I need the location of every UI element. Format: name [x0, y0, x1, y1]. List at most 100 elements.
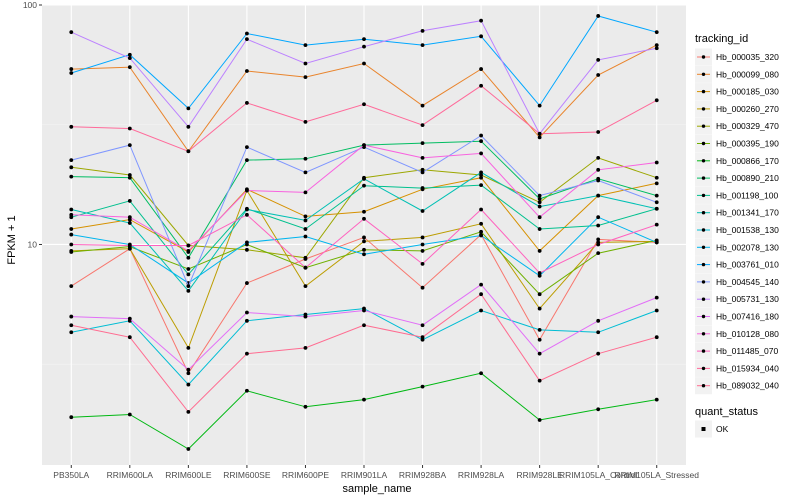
data-point	[303, 284, 308, 289]
data-point	[362, 183, 366, 188]
data-point	[420, 335, 425, 340]
legend-label: Hb_015934_040	[716, 363, 779, 373]
data-point	[596, 73, 601, 77]
data-point	[127, 56, 132, 61]
data-point	[479, 173, 483, 177]
data-point	[69, 71, 74, 75]
x-tick-label: PB350LA	[53, 470, 89, 480]
legend-key-point	[701, 55, 706, 59]
data-point	[479, 229, 483, 234]
data-point	[596, 330, 601, 335]
data-point	[479, 151, 483, 156]
data-point	[596, 407, 601, 412]
data-point	[596, 57, 601, 62]
series-group	[69, 207, 659, 275]
data-point	[303, 218, 308, 223]
data-point	[479, 292, 483, 297]
data-point	[69, 232, 74, 237]
data-point	[537, 378, 542, 383]
data-point	[186, 288, 191, 293]
x-tick-label: RRIM600LA	[107, 470, 154, 480]
data-point	[186, 249, 191, 253]
data-point	[127, 335, 132, 340]
data-point	[69, 158, 74, 163]
data-point	[479, 308, 483, 313]
legend-key-point	[701, 262, 706, 267]
data-point	[537, 215, 542, 220]
data-point	[479, 34, 483, 39]
data-point	[127, 412, 132, 417]
data-point	[362, 61, 366, 66]
data-point	[420, 285, 425, 290]
data-point	[303, 255, 308, 260]
data-point	[479, 207, 483, 212]
data-point	[127, 52, 132, 57]
data-point	[362, 143, 366, 148]
legend-key-point	[701, 72, 706, 77]
series-group	[69, 371, 659, 451]
data-point	[654, 206, 659, 211]
legend-key-point	[701, 228, 706, 232]
x-tick-label: RRIM928LA	[458, 470, 505, 480]
data-point	[479, 67, 483, 71]
data-point	[303, 314, 308, 319]
legend-label: Hb_005731_130	[716, 294, 779, 304]
data-point	[127, 65, 132, 70]
shape-legend-key-point	[701, 427, 706, 431]
y-tick-label: 10	[28, 239, 38, 249]
data-point	[537, 418, 542, 422]
data-point	[596, 193, 601, 198]
data-point	[479, 282, 483, 287]
data-point	[479, 83, 483, 88]
data-point	[69, 330, 74, 335]
data-point	[69, 212, 74, 217]
data-point	[479, 175, 483, 180]
legend-key-point	[701, 141, 706, 146]
series-group	[69, 229, 659, 297]
data-point	[654, 222, 659, 227]
y-axis: 10 100	[23, 0, 42, 249]
data-point	[245, 145, 249, 150]
data-point	[654, 30, 659, 35]
data-point	[127, 126, 132, 131]
legend-label: Hb_000185_030	[716, 87, 779, 97]
x-tick-label: RRIM901LA	[341, 470, 388, 480]
legend-key-point	[701, 211, 706, 215]
data-point	[537, 271, 542, 275]
data-point	[186, 382, 191, 387]
legend-label: Hb_000890_210	[716, 173, 779, 183]
data-point	[654, 308, 659, 313]
x-tick-label: RRIM928BA	[399, 470, 447, 480]
data-point	[245, 158, 249, 163]
data-point	[654, 181, 659, 186]
legend-key-point	[701, 297, 706, 301]
data-point	[596, 251, 601, 256]
x-tick-label: RRIM600SE	[223, 470, 271, 480]
y-axis-title: FPKM + 1	[6, 215, 18, 264]
data-point	[69, 124, 74, 129]
x-tick-label: RRIM105LA_Stressed	[614, 470, 699, 480]
data-point	[479, 18, 483, 23]
data-point	[420, 249, 425, 253]
legend-key-point	[701, 384, 706, 388]
data-point	[362, 235, 366, 240]
legend-label: Hb_011485_070	[716, 346, 779, 356]
legend-key-point	[701, 332, 706, 336]
data-point	[362, 216, 366, 221]
legend-key-point	[701, 349, 706, 353]
legend-key-point	[701, 280, 706, 284]
data-point	[654, 43, 659, 48]
data-point	[362, 209, 366, 214]
data-point	[186, 371, 191, 376]
data-point	[245, 351, 249, 356]
data-point	[420, 323, 425, 328]
data-point	[537, 197, 542, 201]
data-point	[420, 186, 425, 190]
data-point	[303, 170, 308, 175]
data-point	[303, 119, 308, 124]
data-point	[127, 143, 132, 148]
data-point	[186, 409, 191, 414]
data-point	[596, 237, 601, 242]
legend-title: tracking_id	[695, 33, 748, 45]
data-point	[245, 37, 249, 42]
